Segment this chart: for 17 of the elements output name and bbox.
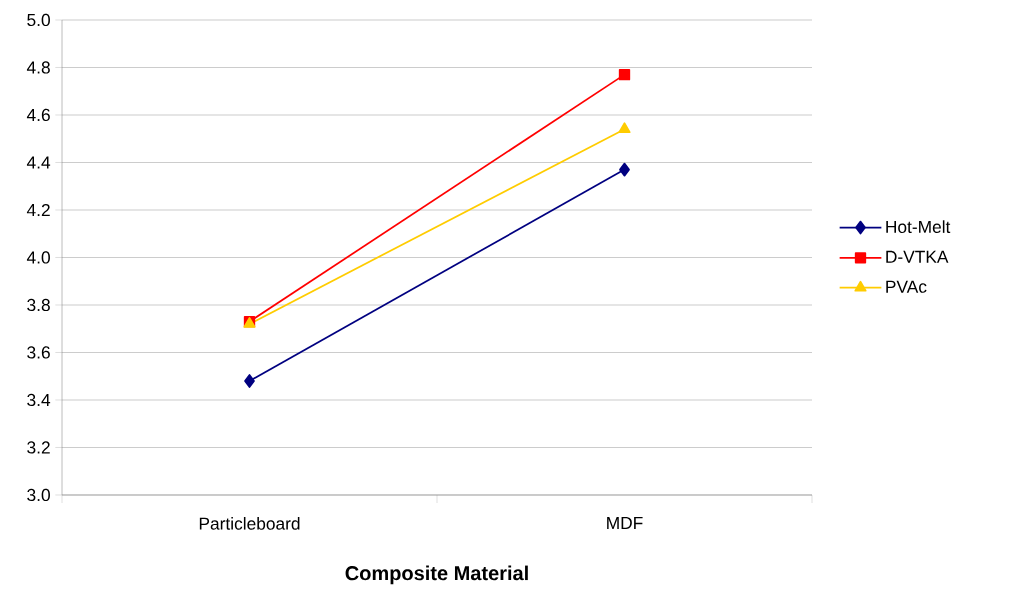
y-tick-label: 3.8 — [27, 298, 50, 312]
y-tick-label: 4.6 — [26, 108, 50, 122]
x-axis-title: Composite Material — [345, 565, 528, 585]
y-tick-label: 4.0 — [26, 251, 50, 264]
y-tick-label: 4.8 — [26, 61, 50, 74]
y-tick-label: 3.2 — [27, 441, 50, 454]
y-tick-label: 3.0 — [27, 488, 50, 502]
y-tick-label: 5.0 — [27, 13, 50, 27]
legend-label: D-VTKA — [886, 250, 949, 263]
x-tick-label: Particleboard — [199, 517, 300, 530]
y-tick-label: 3.6 — [27, 346, 50, 359]
legend-label: Hot-Melt — [886, 220, 951, 234]
x-tick-label: MDF — [607, 517, 643, 529]
legend-label: PVAc — [886, 280, 927, 293]
y-tick-label: 4.4 — [26, 156, 51, 169]
y-tick-label: 4.2 — [26, 203, 50, 217]
y-tick-label: 3.4 — [27, 393, 51, 407]
